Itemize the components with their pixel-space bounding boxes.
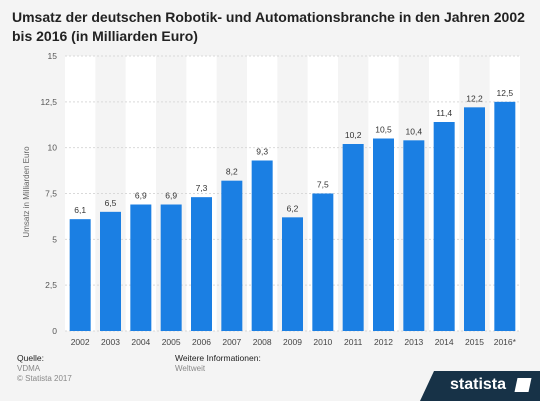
brand-name: statista xyxy=(450,376,507,393)
value-label: 6,1 xyxy=(74,205,86,215)
bar-2013 xyxy=(403,140,425,331)
bar-2015 xyxy=(464,107,485,331)
x-tick-label: 2005 xyxy=(162,337,181,347)
copyright: © Statista 2017 xyxy=(17,374,72,383)
bar-2004 xyxy=(130,204,152,331)
value-label: 9,3 xyxy=(256,147,268,157)
bar-2009 xyxy=(282,217,303,331)
x-tick-label: 2012 xyxy=(374,337,393,347)
y-tick-label: 15 xyxy=(48,51,58,61)
x-tick-label: 2010 xyxy=(313,337,332,347)
bar-2003 xyxy=(100,211,121,331)
value-label: 6,5 xyxy=(105,198,117,208)
info-value: Weltweit xyxy=(175,364,206,373)
bar-2016* xyxy=(494,101,516,331)
bar-2006 xyxy=(191,197,212,331)
value-label: 6,9 xyxy=(165,191,177,201)
y-tick-label: 7,5 xyxy=(45,189,57,199)
x-tick-label: 2011 xyxy=(344,337,363,347)
x-tick-label: 2002 xyxy=(71,337,90,347)
statista-logo[interactable]: statista xyxy=(420,371,540,401)
bar-2012 xyxy=(373,138,394,331)
bar-2014 xyxy=(433,122,455,331)
value-label: 10,2 xyxy=(345,130,362,140)
source-name: VDMA xyxy=(17,364,41,373)
x-tick-label: 2004 xyxy=(131,337,150,347)
value-label: 12,2 xyxy=(466,93,483,103)
x-tick-labels: 2002 2003 2004 2005 2006 2007 2008 2009 2010 2011… xyxy=(71,337,517,347)
statista-mark-icon xyxy=(514,378,532,392)
bar-2005 xyxy=(160,204,182,331)
value-label: 6,9 xyxy=(135,191,147,201)
x-tick-label: 2009 xyxy=(283,337,302,347)
value-label: 7,3 xyxy=(196,183,208,193)
value-label: 7,5 xyxy=(317,180,329,190)
y-tick-label: 10 xyxy=(48,143,58,153)
bar-2002 xyxy=(69,219,91,331)
bar-2007 xyxy=(221,180,243,331)
chart-title: Umsatz der deutschen Robotik- und Automa… xyxy=(12,9,525,44)
logo-background xyxy=(420,371,540,401)
x-tick-label: 2013 xyxy=(404,337,423,347)
y-tick-label: 0 xyxy=(52,326,57,336)
y-tick-label: 2,5 xyxy=(45,280,57,290)
bars xyxy=(69,101,516,331)
x-tick-label: 2015 xyxy=(465,337,484,347)
value-label: 11,4 xyxy=(436,108,452,118)
y-axis-label: Umsatz in Milliarden Euro xyxy=(22,146,31,238)
x-tick-label: 2008 xyxy=(253,337,272,347)
value-labels: 6,1 6,5 6,9 6,9 7,3 8,2 9,3 6,2 7,5 10,2 10,5 10,4 1… xyxy=(74,88,513,215)
x-tick-label: 2003 xyxy=(101,337,120,347)
y-tick-labels: 0 2,5 5 7,5 10 12,5 15 xyxy=(40,51,57,336)
y-tick-label: 5 xyxy=(52,234,57,244)
info-label: Weitere Informationen: xyxy=(175,353,261,363)
x-tick-label: 2006 xyxy=(192,337,211,347)
x-tick-label: 2016* xyxy=(494,337,517,347)
source-label: Quelle: xyxy=(17,353,44,363)
y-tick-label: 12,5 xyxy=(40,97,57,107)
x-tick-label: 2007 xyxy=(222,337,241,347)
value-label: 8,2 xyxy=(226,167,238,177)
value-label: 10,4 xyxy=(406,126,423,136)
bar-2010 xyxy=(312,193,334,331)
x-tick-label: 2014 xyxy=(435,337,454,347)
value-label: 12,5 xyxy=(497,88,514,98)
value-label: 10,5 xyxy=(375,125,392,135)
bar-2008 xyxy=(251,160,273,331)
value-label: 6,2 xyxy=(287,203,299,213)
bar-2011 xyxy=(342,144,364,331)
